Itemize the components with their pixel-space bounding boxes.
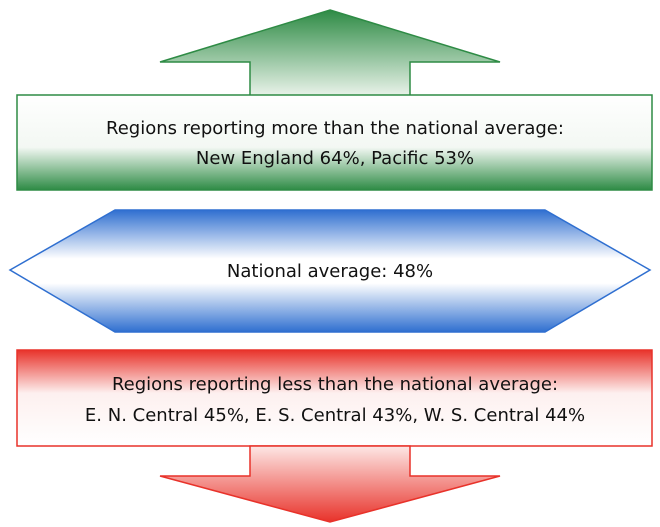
- below-box: [16, 349, 653, 447]
- up-arrow: [159, 9, 501, 97]
- below-heading: Regions reporting less than the national…: [112, 374, 558, 395]
- above-detail: New England 64%, Pacific 53%: [196, 148, 474, 169]
- above-box: [16, 94, 653, 191]
- down-arrow: [159, 445, 501, 523]
- below-detail: E. N. Central 45%, E. S. Central 43%, W.…: [85, 405, 585, 426]
- above-heading: Regions reporting more than the national…: [106, 118, 564, 139]
- average-label: National average: 48%: [227, 261, 433, 282]
- average-hexagon: [8, 209, 652, 333]
